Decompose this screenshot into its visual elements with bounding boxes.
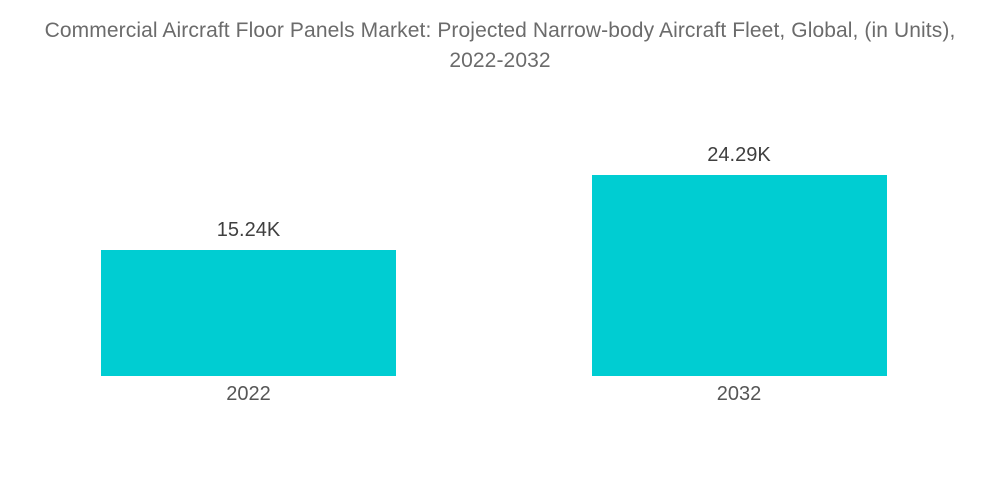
bar-group-2022: 15.24K 2022: [101, 0, 396, 504]
bar: [591, 175, 887, 376]
bar-value-label: 24.29K: [707, 144, 771, 166]
bar-category-label: 2032: [716, 383, 762, 405]
bar-group-2032: 24.29K 2032: [591, 0, 887, 504]
bar-value-label: 15.24K: [216, 219, 281, 241]
chart-title: Commercial Aircraft Floor Panels Market:…: [44, 19, 956, 72]
bar-category-label: 2022: [226, 383, 271, 405]
bar: [101, 250, 396, 376]
